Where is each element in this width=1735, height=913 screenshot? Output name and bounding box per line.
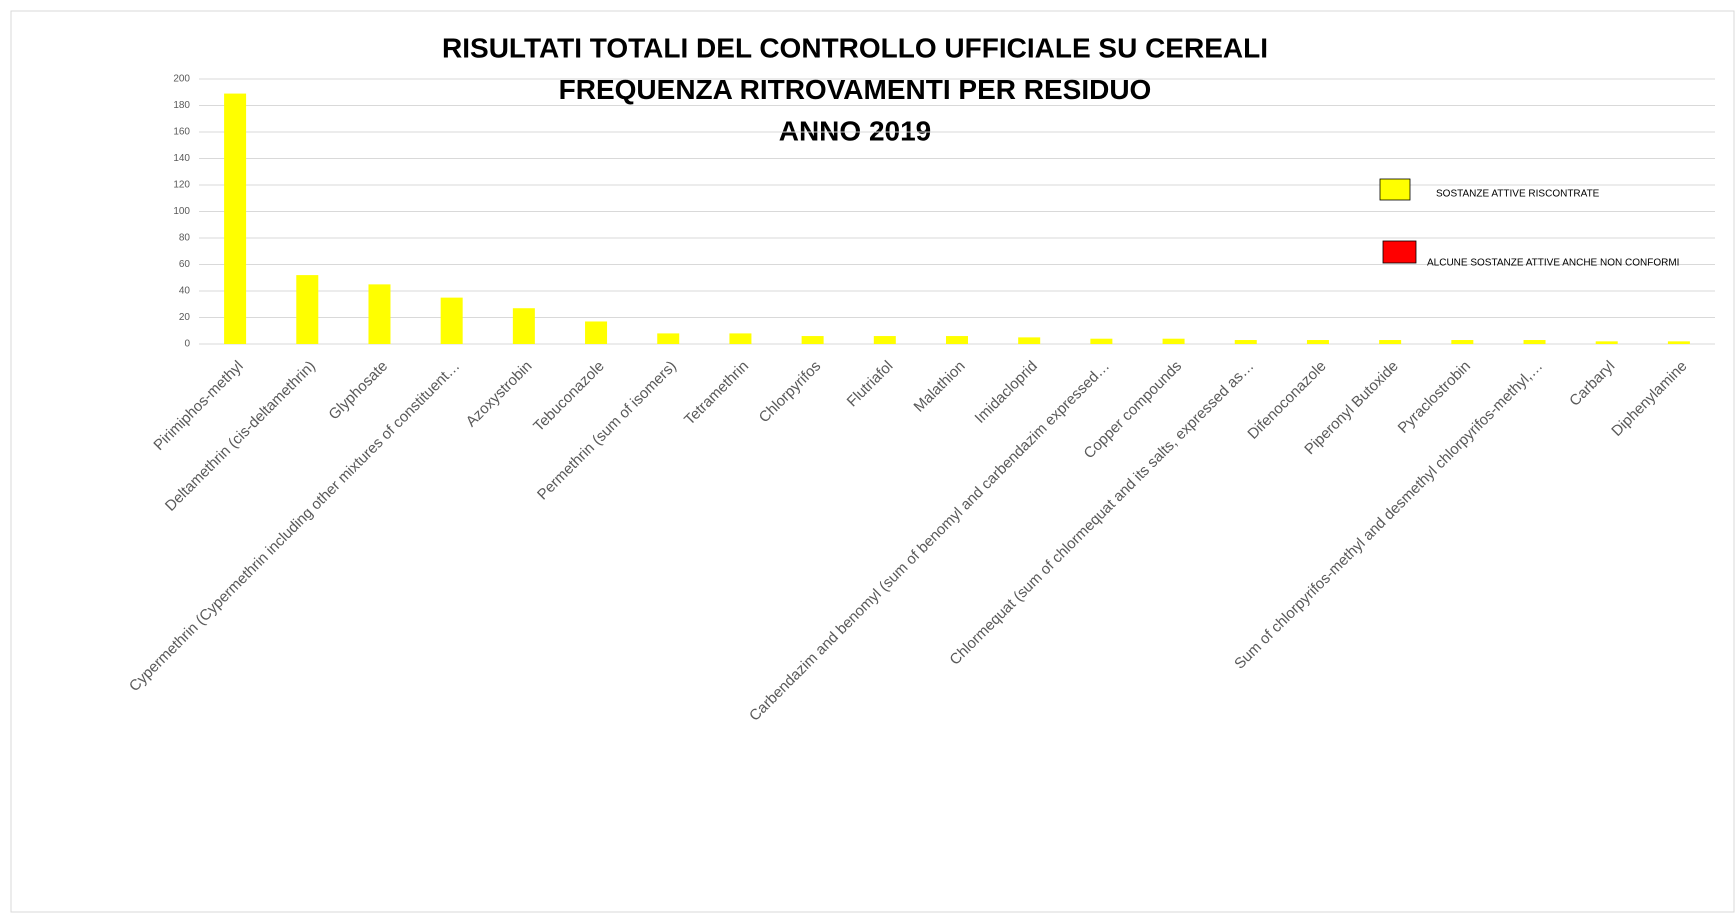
bar [585,321,608,344]
y-tick-label: 0 [184,339,190,350]
y-tick-label: 200 [173,74,190,85]
x-tick-label: Pyraclostrobin [1395,358,1474,437]
bar [1667,341,1690,344]
bar [1451,340,1474,344]
x-tick-label: Flutriafol [844,358,897,411]
y-tick-label: 60 [179,259,191,270]
chart-border [10,10,1735,913]
x-tick-label: Carbaryl [1566,358,1618,410]
legend-swatch [1382,240,1417,264]
x-tick-label: Deltamethrin (cis-deltamethrin) [162,358,319,515]
legend-label: SOSTANZE ATTIVE RISCONTRATE [1436,189,1600,200]
x-tick-label: Permethrin (sum of isomers) [534,358,680,504]
x-tick-label: Tetramethrin [681,358,752,429]
y-tick-label: 180 [173,100,190,111]
x-tick-label: Cypermethrin (Cypermethrin including oth… [126,358,463,695]
bar [1090,338,1113,344]
x-tick-label: Carbendazim and benomyl (sum of benomyl … [746,358,1113,725]
chart-title: RISULTATI TOTALI DEL CONTROLLO UFFICIALE… [442,32,1268,63]
bar [440,297,463,344]
legend-label: ALCUNE SOSTANZE ATTIVE ANCHE NON CONFORM… [1427,258,1679,269]
bar [1523,340,1546,344]
x-tick-label: Glyphosate [325,358,391,424]
bar [873,336,896,344]
x-tick-label: Tebuconazole [530,358,607,435]
bar [1306,340,1329,344]
y-tick-label: 100 [173,206,190,217]
bar [224,93,247,344]
bar [512,308,535,344]
y-tick-label: 40 [179,286,191,297]
y-tick-label: 80 [179,233,191,244]
bar [1162,338,1185,344]
bar [657,333,680,344]
y-tick-label: 160 [173,127,190,138]
bar [296,275,319,344]
x-tick-label: Azoxystrobin [463,358,536,431]
legend-swatch [1379,178,1411,201]
bar [1018,337,1041,344]
y-tick-label: 120 [173,180,190,191]
y-tick-label: 20 [179,312,191,323]
x-tick-label: Chlorpyrifos [756,358,825,427]
bar [1234,340,1257,344]
x-tick-label: Diphenylamine [1608,358,1690,440]
chart-title: ANNO 2019 [779,115,932,146]
x-tick-label: Malathion [911,358,969,416]
bar [1379,340,1402,344]
bar [729,333,752,344]
x-tick-label: Imidacloprid [972,358,1041,427]
bar [801,336,824,344]
bar [1595,341,1618,344]
bar [368,284,391,344]
bar [946,336,968,344]
y-tick-label: 140 [173,153,190,164]
